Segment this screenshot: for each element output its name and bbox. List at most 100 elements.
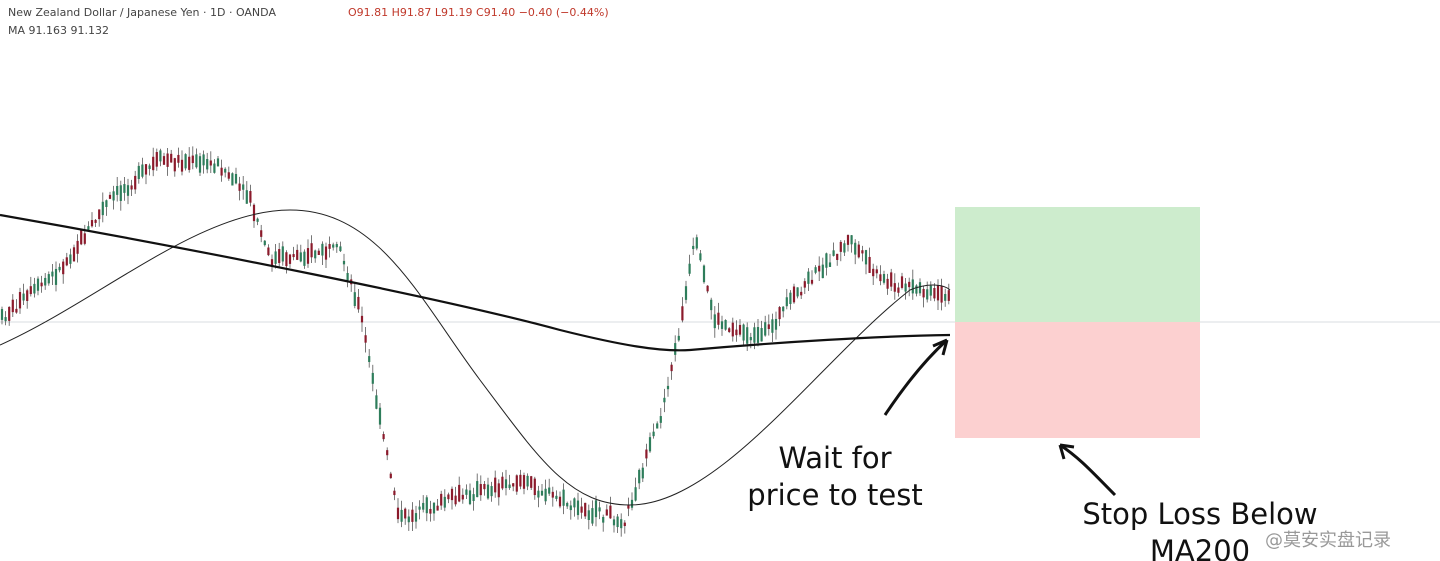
candle-body: [4, 317, 7, 322]
candle-body: [170, 153, 173, 163]
annotation-line: MA200: [1149, 534, 1251, 561]
candle-body: [303, 251, 306, 266]
candle-body: [774, 318, 778, 330]
annotation-line: price to test: [747, 478, 923, 512]
candle-body: [515, 475, 518, 492]
candle-body: [904, 283, 907, 292]
candle-body: [782, 306, 785, 312]
candle-body: [422, 502, 425, 510]
candle-body: [274, 251, 277, 264]
candle-body: [119, 185, 122, 201]
candle-body: [231, 173, 234, 186]
candle-body: [44, 277, 47, 286]
candle-body: [857, 244, 860, 258]
candle-body: [893, 283, 896, 292]
candle-body: [573, 498, 576, 508]
candle-body: [368, 356, 371, 363]
candle-body: [900, 276, 904, 288]
candle-body: [357, 296, 360, 310]
arrow: [1059, 443, 1117, 497]
candle-body: [296, 249, 299, 260]
candle-body: [497, 483, 500, 498]
candle-body: [443, 496, 446, 508]
candle-body: [116, 185, 119, 195]
candle-body: [108, 194, 112, 199]
watermark: @莫安实盘记录: [1265, 530, 1391, 551]
candle-body: [674, 343, 677, 355]
candle-body: [537, 490, 540, 498]
candle-body: [519, 474, 522, 487]
candle-body: [11, 299, 14, 313]
candle-body: [785, 297, 788, 307]
candle-body: [299, 252, 302, 262]
candle-body: [684, 286, 688, 300]
candle-body: [864, 250, 868, 265]
candle-body: [321, 243, 324, 256]
candle-body: [328, 243, 331, 249]
candle-body: [375, 395, 378, 409]
moving-average-200: [0, 213, 951, 352]
candle-body: [198, 156, 202, 173]
candle-body: [720, 321, 724, 329]
candle-body: [605, 509, 608, 516]
candle-body: [839, 241, 842, 252]
candle-body: [177, 154, 180, 163]
candle-body: [411, 509, 414, 522]
candle-body: [364, 335, 367, 343]
candle-body: [666, 385, 670, 390]
candle-body: [807, 271, 810, 284]
arrow-head: [1058, 443, 1075, 460]
candle-body: [148, 165, 151, 169]
candle-body: [105, 200, 108, 208]
candle-body: [202, 154, 205, 166]
candle-body: [324, 246, 328, 260]
candle-body: [8, 306, 11, 321]
candle-body: [702, 265, 706, 283]
candle-body: [756, 327, 760, 343]
candle-body: [494, 477, 497, 493]
candle-body: [245, 190, 248, 204]
candle-body: [80, 229, 83, 245]
candle-body: [317, 250, 320, 255]
candle-body: [29, 286, 32, 295]
candle-body: [468, 490, 472, 505]
candle-body: [432, 502, 436, 514]
candle-body: [940, 285, 943, 303]
candle-body: [630, 499, 634, 508]
candle-body: [652, 431, 655, 437]
candle-body: [134, 175, 137, 190]
candle-body: [360, 315, 364, 323]
candle-body: [836, 253, 839, 260]
candle-body: [922, 288, 925, 298]
candle-body: [33, 283, 36, 294]
candle-body: [155, 152, 158, 167]
candle-body: [382, 434, 385, 440]
candle-body: [285, 252, 288, 267]
candle-body: [159, 150, 162, 162]
candle-body: [764, 322, 767, 336]
candle-body: [738, 324, 742, 335]
candle-body: [634, 487, 637, 501]
candle-body: [371, 372, 374, 384]
candle-body: [94, 219, 97, 223]
candle-body: [0, 309, 4, 320]
candle-body: [15, 308, 18, 313]
candle-body: [584, 502, 587, 517]
annotation: Wait for price to test: [735, 440, 935, 514]
candle-body: [828, 262, 832, 267]
candle-body: [810, 279, 814, 284]
candle-body: [112, 191, 115, 201]
candle-body: [458, 484, 461, 502]
candles: [0, 146, 950, 537]
candle-body: [414, 513, 418, 522]
candle-body: [746, 327, 749, 344]
candle-body: [173, 158, 176, 172]
arrow: [883, 338, 949, 416]
candle-body: [288, 254, 292, 264]
candle-body: [872, 268, 875, 277]
candle-body: [767, 324, 770, 330]
arrow-head: [932, 338, 949, 356]
candle-body: [504, 479, 508, 489]
candle-body: [386, 450, 389, 456]
candle-body: [213, 163, 216, 173]
